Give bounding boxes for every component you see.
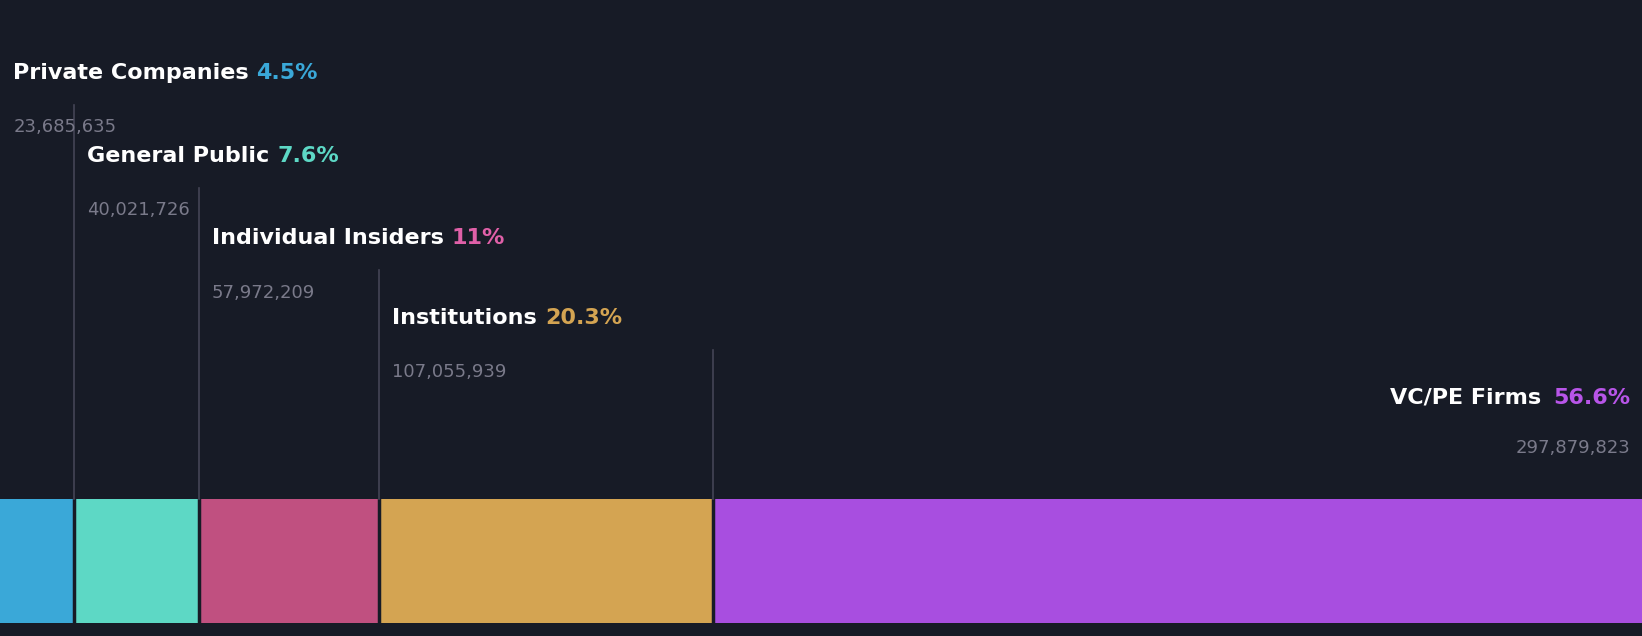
Text: 23,685,635: 23,685,635 — [13, 118, 117, 136]
Bar — [379, 499, 713, 623]
Text: Institutions: Institutions — [392, 308, 545, 328]
Text: 57,972,209: 57,972,209 — [212, 284, 315, 301]
Text: 297,879,823: 297,879,823 — [1516, 439, 1631, 457]
Text: 11%: 11% — [452, 228, 504, 249]
Text: Private Companies: Private Companies — [13, 63, 256, 83]
Text: 4.5%: 4.5% — [256, 63, 319, 83]
Text: General Public: General Public — [87, 146, 277, 166]
Bar — [74, 499, 199, 623]
Bar — [713, 499, 1642, 623]
Bar — [199, 499, 379, 623]
Text: VC/PE Firms: VC/PE Firms — [1389, 387, 1548, 408]
Text: Individual Insiders: Individual Insiders — [212, 228, 452, 249]
Text: 107,055,939: 107,055,939 — [392, 363, 507, 381]
Text: 20.3%: 20.3% — [545, 308, 622, 328]
Text: 40,021,726: 40,021,726 — [87, 201, 190, 219]
Text: 7.6%: 7.6% — [277, 146, 338, 166]
Bar — [0, 499, 74, 623]
Text: 56.6%: 56.6% — [1553, 387, 1631, 408]
